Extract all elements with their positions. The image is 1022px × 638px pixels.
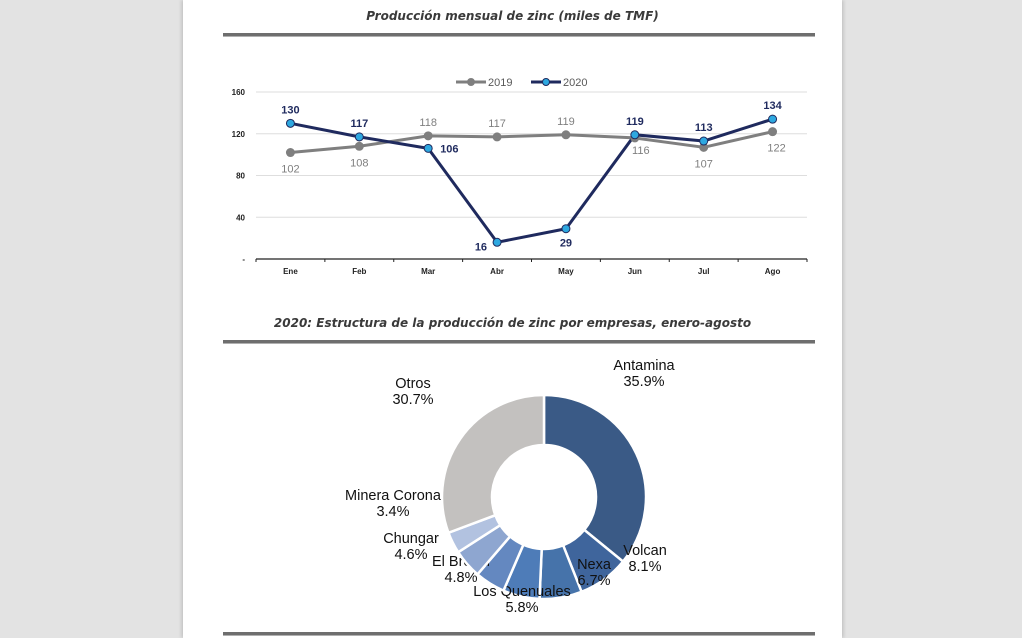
y-tick-label: 40 — [236, 213, 245, 222]
slice-value-volcan: 8.1% — [628, 559, 661, 575]
data-label-2019: 102 — [281, 164, 299, 176]
donut-chart-title: 2020: Estructura de la producción de zin… — [273, 316, 752, 330]
slice-value-el-brocal: 4.8% — [444, 570, 477, 586]
data-point-2020 — [423, 143, 433, 153]
slice-label-volcan: Volcan — [623, 543, 667, 559]
legend-marker-2020 — [542, 78, 550, 86]
x-tick-label: Mar — [421, 267, 435, 276]
slice-value-los-quenuales: 5.8% — [505, 600, 538, 616]
slice-label-los-quenuales: Los Quenuales — [473, 584, 571, 600]
data-point-2020 — [768, 114, 778, 124]
y-tick-label: 120 — [232, 130, 246, 139]
slice-label-chungar: Chungar — [383, 531, 439, 547]
data-label-2020: 130 — [281, 104, 299, 116]
data-label-2019: 119 — [557, 116, 575, 128]
data-label-2020: 134 — [763, 100, 782, 112]
data-label-2019: 118 — [419, 117, 437, 129]
x-tick-label: Jun — [628, 267, 642, 276]
x-tick-label: Ene — [283, 267, 298, 276]
slice-label-antamina: Antamina — [613, 358, 675, 374]
legend-label-2020: 2020 — [563, 77, 587, 89]
data-point-2020 — [699, 136, 709, 146]
line-chart-title: Producción mensual de zinc (miles de TMF… — [366, 9, 659, 23]
data-point-2020 — [354, 132, 364, 142]
slice-value-minera-corona: 3.4% — [376, 504, 409, 520]
donut-slice-otros — [440, 393, 546, 535]
data-label-2020: 113 — [695, 122, 713, 134]
data-label-2020: 16 — [475, 241, 487, 253]
data-label-2020: 117 — [350, 118, 368, 130]
data-point-2019 — [285, 148, 295, 158]
y-tick-label: - — [242, 255, 245, 264]
data-point-2019 — [768, 127, 778, 137]
document-page: Producción mensual de zinc (miles de TMF… — [183, 0, 842, 638]
x-tick-label: Ago — [765, 267, 781, 276]
title-rule — [223, 33, 815, 37]
y-tick-label: 160 — [232, 88, 246, 97]
x-tick-label: Abr — [490, 267, 504, 276]
line-chart: - 40 80 120 160 Ene Feb Mar Abr May Jun Jul Ago 2019 2… — [232, 77, 808, 276]
data-point-2020 — [285, 118, 295, 128]
legend-label-2019: 2019 — [488, 77, 512, 89]
slice-label-nexa: Nexa — [577, 557, 612, 573]
series-line-2020 — [290, 117, 774, 244]
slice-value-chungar: 4.6% — [394, 547, 427, 563]
data-point-2020 — [561, 224, 571, 234]
slice-label-otros: Otros — [395, 376, 430, 392]
donut-slice-antamina — [542, 393, 648, 564]
data-point-2020 — [492, 237, 502, 247]
data-label-2019: 108 — [350, 157, 368, 169]
data-label-2020: 106 — [440, 143, 458, 155]
x-tick-label: Jul — [698, 267, 710, 276]
data-label-2019: 116 — [632, 145, 650, 157]
series-line-2019 — [290, 130, 773, 155]
title-rule — [223, 340, 815, 344]
data-point-2019 — [423, 131, 433, 141]
x-tick-label: May — [558, 267, 574, 276]
slice-value-nexa: 6.7% — [577, 573, 610, 589]
data-label-2019: 107 — [695, 158, 713, 170]
y-tick-label: 80 — [236, 172, 245, 181]
slice-label-minera-corona: Minera Corona — [345, 488, 442, 504]
data-label-2019: 122 — [767, 143, 785, 155]
x-tick-label: Feb — [352, 267, 366, 276]
legend-marker-2019 — [467, 78, 475, 86]
slice-value-antamina: 35.9% — [623, 374, 664, 390]
data-point-2019 — [561, 130, 571, 140]
bottom-rule — [223, 632, 815, 636]
data-label-2019: 117 — [488, 118, 506, 130]
data-label-2020: 29 — [560, 238, 572, 250]
data-label-2020: 119 — [626, 116, 644, 128]
data-point-2019 — [354, 141, 364, 151]
slice-value-otros: 30.7% — [392, 392, 433, 408]
data-point-2019 — [492, 132, 502, 142]
data-point-2020 — [630, 130, 640, 140]
